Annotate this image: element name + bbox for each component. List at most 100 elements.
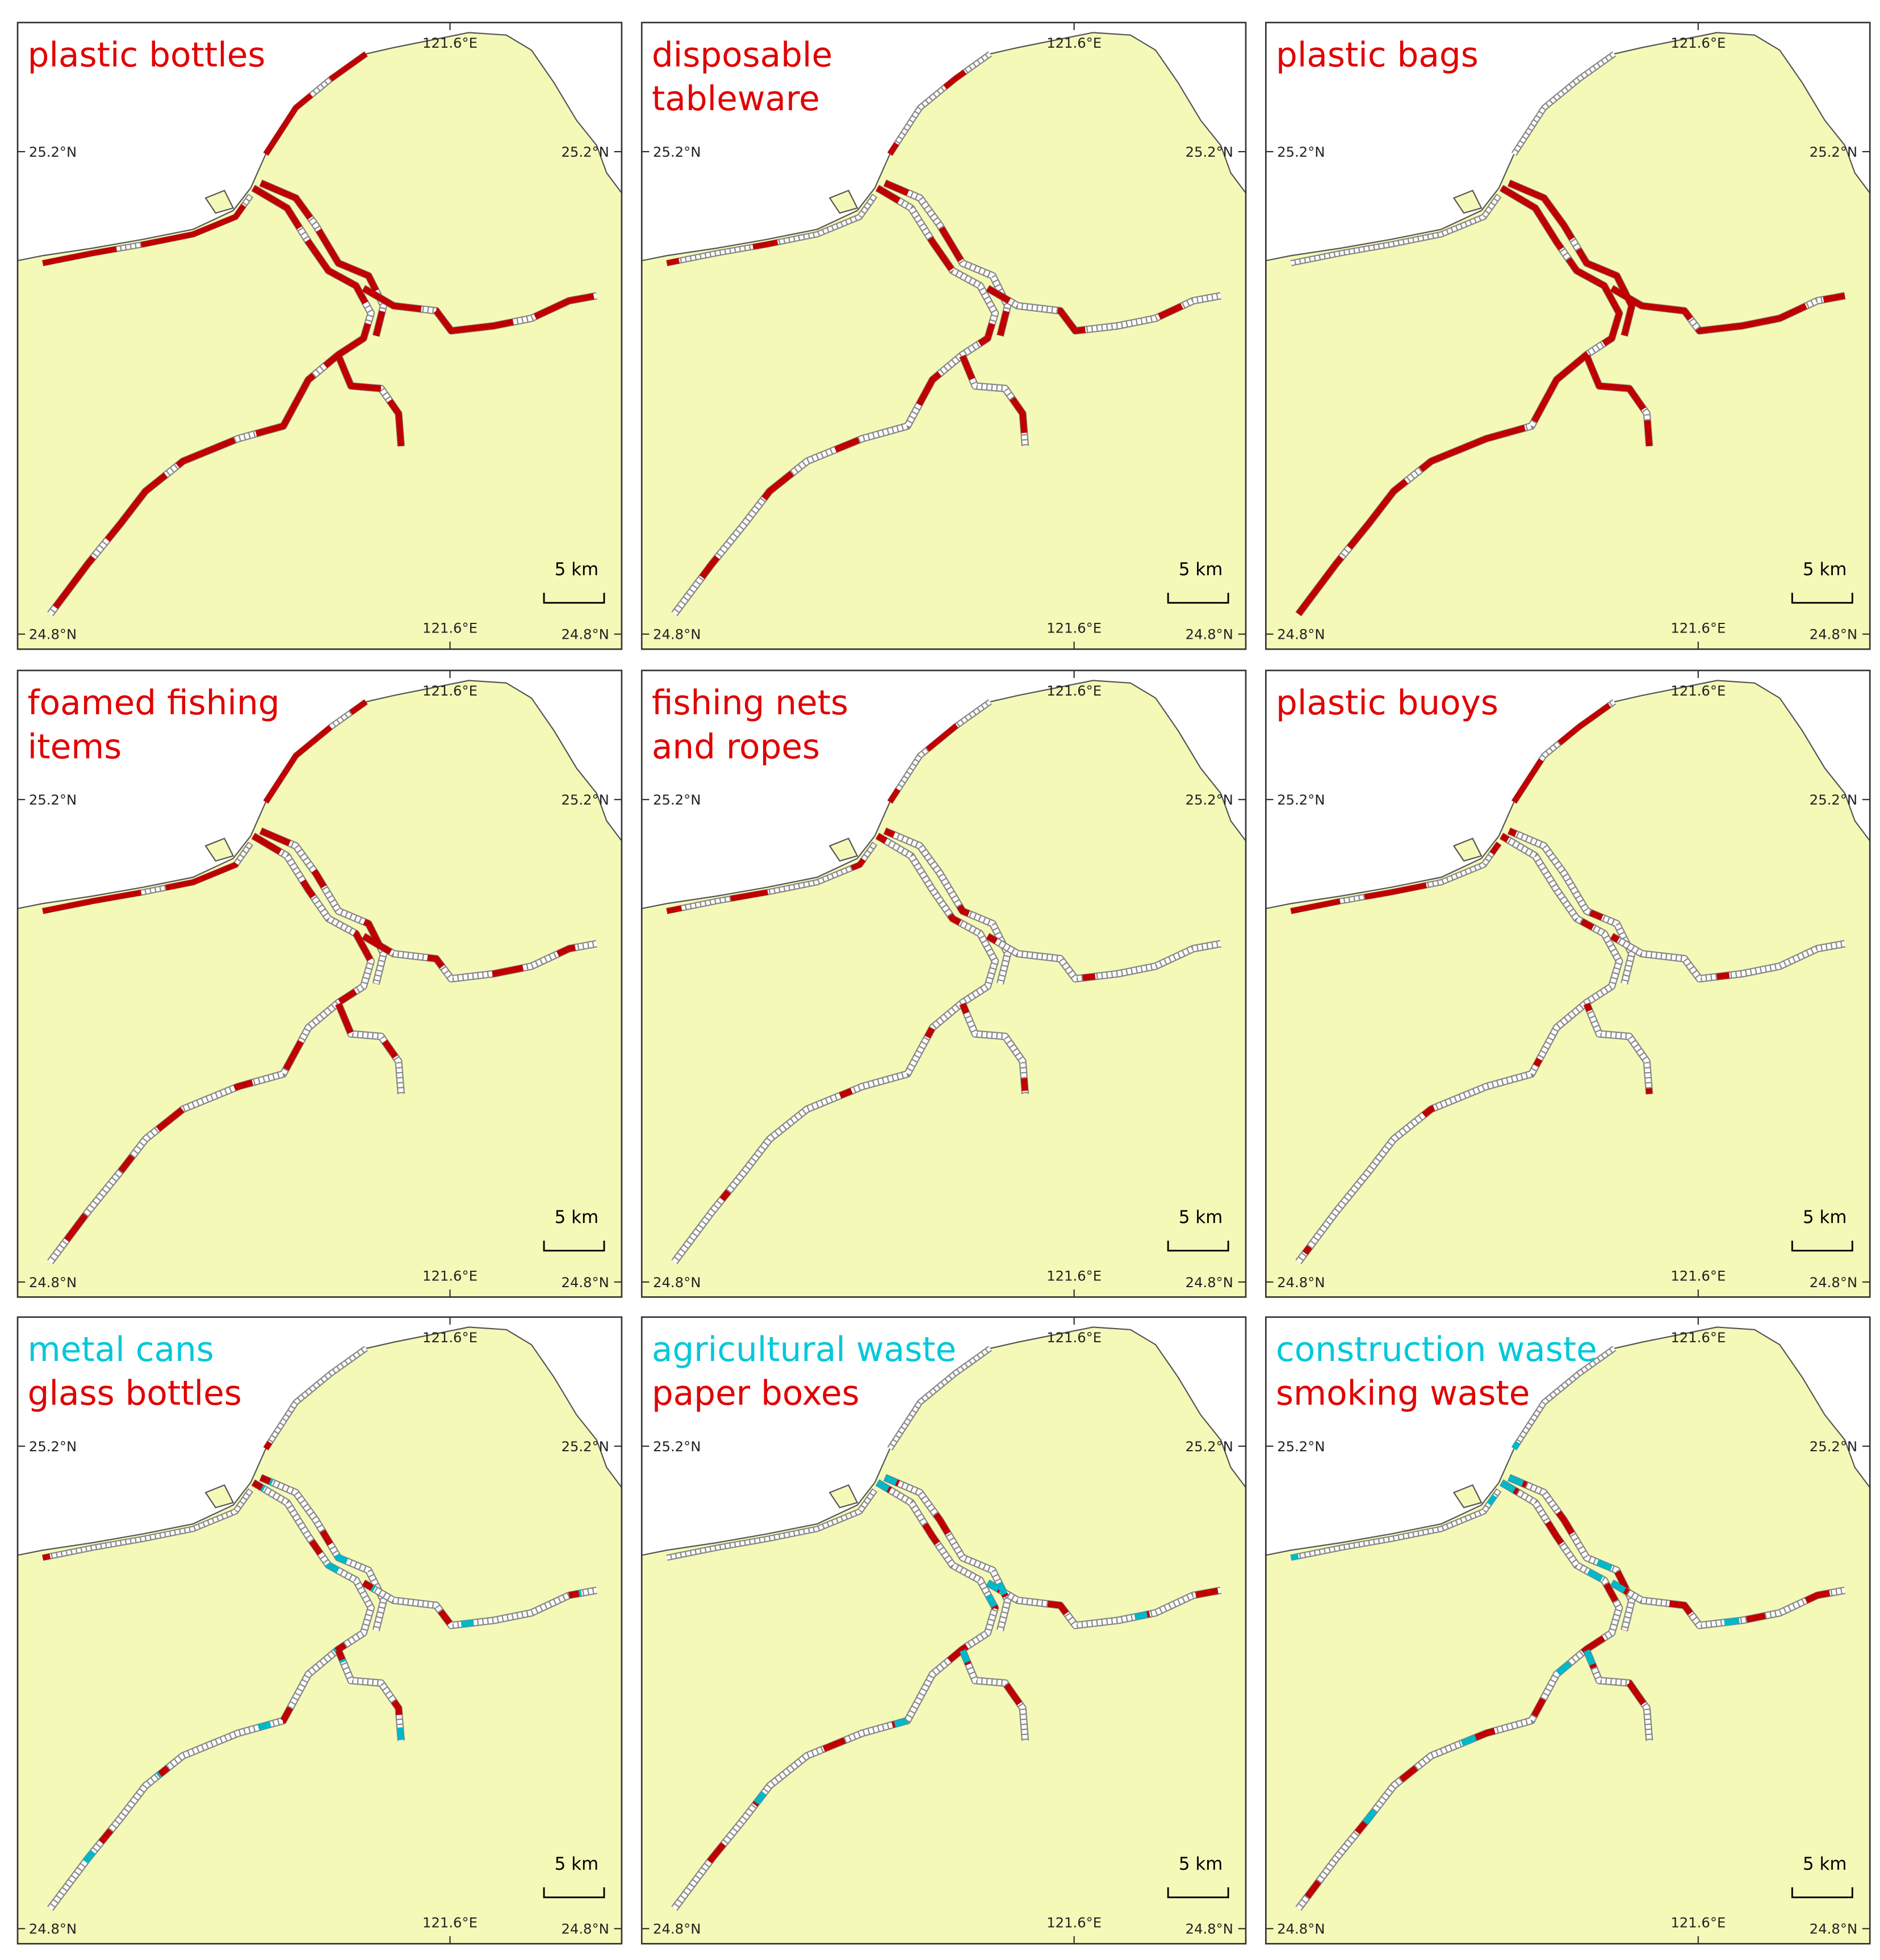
lat-label: 25.2°N bbox=[29, 1438, 77, 1455]
lat-label: 25.2°N bbox=[1810, 144, 1857, 160]
lat-label: 25.2°N bbox=[29, 791, 77, 808]
coast-route bbox=[888, 52, 991, 156]
lat-label: 25.2°N bbox=[1186, 144, 1233, 160]
coast-highlight bbox=[42, 699, 368, 914]
map-panel: 121.6°E 121.6°E 25.2°N 25.2°N 24.8°N 24.8°N 5 … bbox=[640, 22, 1247, 650]
map-panel: 121.6°E 121.6°E 25.2°N 25.2°N 24.8°N 24.8°N 5 … bbox=[640, 1316, 1247, 1945]
panel-frame bbox=[16, 1316, 623, 1945]
lat-label: 24.8°N bbox=[29, 626, 77, 643]
lon-label: 121.6°E bbox=[1046, 1915, 1102, 1931]
scale-label: 5 km bbox=[1179, 1854, 1222, 1874]
panel-title: construction waste bbox=[1276, 1330, 1597, 1370]
lat-label: 25.2°N bbox=[1277, 144, 1325, 160]
river-route bbox=[884, 181, 1011, 337]
lat-label: 24.8°N bbox=[1810, 1921, 1857, 1937]
lon-label: 121.6°E bbox=[422, 620, 478, 636]
river-highlight bbox=[48, 185, 374, 616]
lat-label: 25.2°N bbox=[561, 791, 609, 808]
pier bbox=[204, 1484, 235, 1509]
lat-label: 24.8°N bbox=[653, 626, 701, 643]
river-route bbox=[336, 1649, 404, 1741]
panel-title: tableware bbox=[652, 79, 820, 119]
lon-label: 121.6°E bbox=[1670, 682, 1726, 699]
land bbox=[642, 680, 1246, 1297]
lon-label: 121.6°E bbox=[422, 1268, 478, 1284]
river-highlight bbox=[1296, 185, 1623, 616]
lat-label: 24.8°N bbox=[653, 1274, 701, 1291]
pier bbox=[1452, 837, 1483, 862]
lon-label: 121.6°E bbox=[1670, 1915, 1726, 1931]
river-highlight bbox=[362, 285, 597, 334]
lat-label: 25.2°N bbox=[653, 144, 701, 160]
panel-frame bbox=[16, 669, 623, 1298]
pier bbox=[828, 190, 859, 214]
lat-label: 24.8°N bbox=[1186, 1921, 1233, 1937]
scale-label: 5 km bbox=[1803, 1207, 1846, 1228]
map-panel: 121.6°E 121.6°E 25.2°N 25.2°N 24.8°N 24.8°N 5 … bbox=[1265, 22, 1871, 650]
river-route bbox=[1296, 834, 1622, 1264]
river-route bbox=[362, 1580, 597, 1628]
coast-highlight bbox=[1290, 699, 1616, 914]
land bbox=[1266, 32, 1870, 650]
scale-bar bbox=[1791, 592, 1853, 604]
river-route bbox=[672, 834, 998, 1264]
river-highlight bbox=[1610, 933, 1846, 982]
river-route bbox=[1296, 1480, 1622, 1911]
river-route bbox=[48, 834, 374, 1264]
river-route bbox=[986, 1580, 1221, 1628]
lon-label: 121.6°E bbox=[1046, 682, 1102, 699]
river-route bbox=[1584, 1003, 1652, 1095]
lat-label: 24.8°N bbox=[1810, 626, 1857, 643]
lon-label: 121.6°E bbox=[422, 1915, 478, 1931]
lon-label: 121.6°E bbox=[422, 682, 478, 699]
scale-label: 5 km bbox=[555, 1854, 598, 1874]
scale-bar bbox=[543, 592, 605, 604]
pier bbox=[204, 190, 235, 214]
lat-label: 24.8°N bbox=[1186, 626, 1233, 643]
land bbox=[18, 680, 622, 1297]
panel-frame bbox=[16, 22, 623, 650]
river-route bbox=[960, 1649, 1028, 1741]
panel-title: plastic bags bbox=[1276, 36, 1479, 75]
lon-label: 121.6°E bbox=[1670, 35, 1726, 51]
lat-label: 25.2°N bbox=[653, 1438, 701, 1455]
coast-highlight bbox=[42, 51, 368, 266]
lon-label: 121.6°E bbox=[422, 35, 478, 51]
pier bbox=[1452, 190, 1483, 214]
lat-label: 24.8°N bbox=[29, 1274, 77, 1291]
panel-title: items bbox=[28, 727, 122, 767]
map-panel: 121.6°E 121.6°E 25.2°N 25.2°N 24.8°N 24.8°N 5 … bbox=[16, 22, 623, 650]
lon-label: 121.6°E bbox=[422, 1329, 478, 1346]
river-highlight bbox=[259, 180, 387, 337]
river-highlight bbox=[672, 1480, 999, 1911]
lat-label: 24.8°N bbox=[1277, 1274, 1325, 1291]
scale-bar bbox=[1167, 1241, 1229, 1252]
river-route bbox=[1610, 933, 1845, 982]
map-panel: 121.6°E 121.6°E 25.2°N 25.2°N 24.8°N 24.8°N 5 … bbox=[1265, 1316, 1871, 1945]
panel-title: metal cans bbox=[28, 1330, 214, 1370]
lat-label: 24.8°N bbox=[561, 1274, 609, 1291]
panel-title: and ropes bbox=[652, 727, 820, 767]
map-panel: 121.6°E 121.6°E 25.2°N 25.2°N 24.8°N 24.8°N 5 … bbox=[1265, 669, 1871, 1298]
scale-label: 5 km bbox=[555, 559, 598, 580]
lat-label: 25.2°N bbox=[1186, 1438, 1233, 1455]
panel-title: plastic bottles bbox=[28, 36, 266, 75]
panel-title: disposable bbox=[652, 36, 832, 75]
river-highlight bbox=[335, 1002, 404, 1095]
coast-route bbox=[1290, 1489, 1501, 1560]
lat-label: 24.8°N bbox=[561, 626, 609, 643]
map-panel: 121.6°E 121.6°E 25.2°N 25.2°N 24.8°N 24.8°N 5 … bbox=[16, 1316, 623, 1945]
map-panel: 121.6°E 121.6°E 25.2°N 25.2°N 24.8°N 24.8°N 5 … bbox=[16, 669, 623, 1298]
river-highlight bbox=[335, 354, 404, 447]
panel-frame bbox=[640, 1316, 1247, 1945]
panel-frame bbox=[1265, 669, 1871, 1298]
lat-label: 24.8°N bbox=[1277, 1921, 1325, 1937]
river-route bbox=[986, 933, 1221, 982]
coast-route bbox=[1512, 52, 1615, 156]
panel-title: glass bottles bbox=[28, 1374, 242, 1413]
scale-bar bbox=[1791, 1887, 1853, 1899]
river-highlight bbox=[1584, 354, 1653, 447]
panel-title: agricultural waste bbox=[652, 1330, 956, 1370]
coast-route bbox=[264, 1347, 367, 1450]
river-route bbox=[960, 1003, 1028, 1095]
